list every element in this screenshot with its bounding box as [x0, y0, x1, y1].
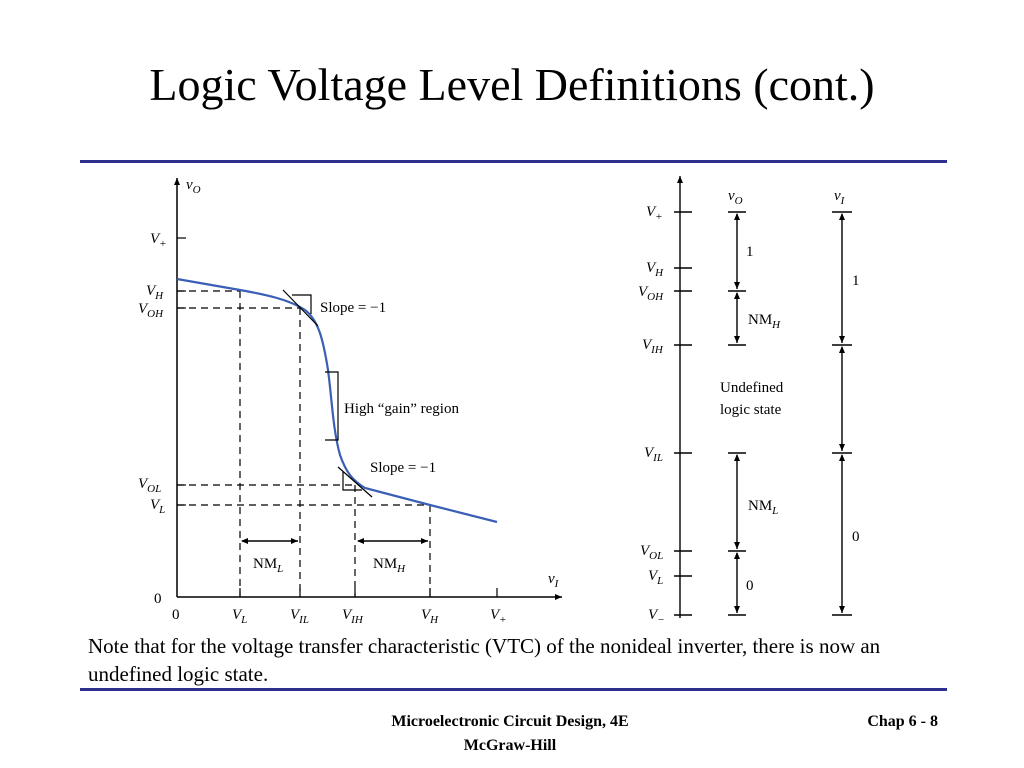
svg-text:V−: V− [648, 607, 665, 626]
gain-region-label: High “gain” region [344, 401, 459, 417]
svg-text:VL: VL [150, 497, 165, 516]
levels-vi-header: v [834, 188, 841, 204]
svg-text:vI: vI [548, 571, 560, 590]
vtc-nm-high-label: NM [373, 556, 397, 572]
svg-text:V+: V+ [150, 231, 167, 250]
levels-vi-one: 1 [852, 273, 860, 289]
level-tick-vplus: V [646, 204, 657, 220]
vtc-axes [174, 178, 562, 600]
levels-undefined-line1: Undefined [720, 380, 784, 396]
vtc-ytick-vplus: V [150, 231, 161, 247]
vtc-ytick-vh: V [146, 283, 157, 299]
level-tick-voh: V [638, 284, 649, 300]
slide-title: Logic Voltage Level Definitions (cont.) [149, 59, 875, 110]
footer-credit: Microelectronic Circuit Design, 4E McGra… [340, 710, 680, 758]
svg-text:VOH: VOH [638, 284, 664, 303]
svg-text:V+: V+ [490, 607, 507, 626]
levels-vi-column [832, 211, 852, 616]
vtc-x-axis-var: v [548, 571, 555, 587]
levels-nm-low-label: NM [748, 498, 772, 514]
svg-text:VH: VH [146, 283, 164, 302]
vtc-xtick-vih: V [342, 607, 353, 623]
level-tick-vl: V [648, 568, 659, 584]
vtc-curve [176, 277, 498, 524]
vtc-ytick-vl: V [150, 497, 161, 513]
vtc-xtick-vh: V [421, 607, 432, 623]
svg-text:VL: VL [648, 568, 663, 587]
svg-text:NML: NML [748, 498, 778, 517]
levels-undefined-line2: logic state [720, 402, 782, 418]
vtc-diagram: vO vI 0 0 V+ VH VOH VOL VL VL VIL VIH VH… [138, 176, 860, 626]
svg-text:VIH: VIH [642, 337, 664, 356]
levels-vo-column [728, 211, 746, 616]
top-divider [80, 160, 947, 163]
vtc-y-axis-var: v [186, 177, 193, 193]
svg-text:VOL: VOL [640, 543, 663, 562]
svg-text:VOL: VOL [138, 476, 161, 495]
levels-vi-zero: 0 [852, 529, 860, 545]
svg-text:vI: vI [834, 188, 846, 207]
svg-text:VH: VH [646, 260, 664, 279]
levels-nm-high-label: NM [748, 312, 772, 328]
vtc-xtick-vil: V [290, 607, 301, 623]
vtc-nm-low-label: NM [253, 556, 277, 572]
svg-text:VH: VH [421, 607, 439, 626]
levels-vo-zero: 0 [746, 578, 754, 594]
svg-text:VIL: VIL [290, 607, 309, 626]
footer-page-number: Chap 6 - 8 [867, 713, 938, 730]
level-tick-vminus: V [648, 607, 659, 623]
bottom-divider [80, 688, 947, 691]
level-tick-vil: V [644, 445, 655, 461]
svg-text:NMH: NMH [373, 556, 406, 575]
slope-lower-label: Slope = −1 [370, 460, 436, 476]
svg-text:VOH: VOH [138, 301, 164, 320]
vtc-ytick-voh: V [138, 301, 149, 317]
levels-vo-one: 1 [746, 244, 754, 260]
level-tick-vih: V [642, 337, 653, 353]
vtc-origin-x: 0 [172, 607, 180, 623]
vtc-xtick-vl: V [232, 607, 243, 623]
slope-lower-marker [337, 466, 373, 498]
svg-text:V+: V+ [646, 204, 663, 223]
vtc-guides [177, 290, 431, 597]
svg-text:VL: VL [232, 607, 247, 626]
footer-publisher: McGraw-Hill [463, 737, 557, 754]
footer-book: Microelectronic Circuit Design, 4E [391, 713, 629, 730]
gain-region-bracket [325, 371, 339, 441]
svg-text:NML: NML [253, 556, 283, 575]
svg-text:NMH: NMH [748, 312, 781, 331]
level-tick-vh: V [646, 260, 657, 276]
level-tick-vol: V [640, 543, 651, 559]
vtc-origin-y: 0 [154, 591, 162, 607]
note-text: Note that for the voltage transfer chara… [88, 634, 881, 686]
slope-upper-label: Slope = −1 [320, 300, 386, 316]
svg-text:vO: vO [186, 177, 201, 196]
vtc-y-axis-sub: O [193, 184, 201, 196]
vtc-xtick-vplus: V [490, 607, 501, 623]
levels-axis [674, 176, 692, 618]
svg-text:VIL: VIL [644, 445, 663, 464]
levels-vo-header: v [728, 188, 735, 204]
slope-upper-marker [282, 289, 319, 327]
svg-text:vO: vO [728, 188, 743, 207]
svg-text:VIH: VIH [342, 607, 364, 626]
vtc-ytick-vol: V [138, 476, 149, 492]
vtc-x-axis-sub: I [554, 578, 560, 590]
